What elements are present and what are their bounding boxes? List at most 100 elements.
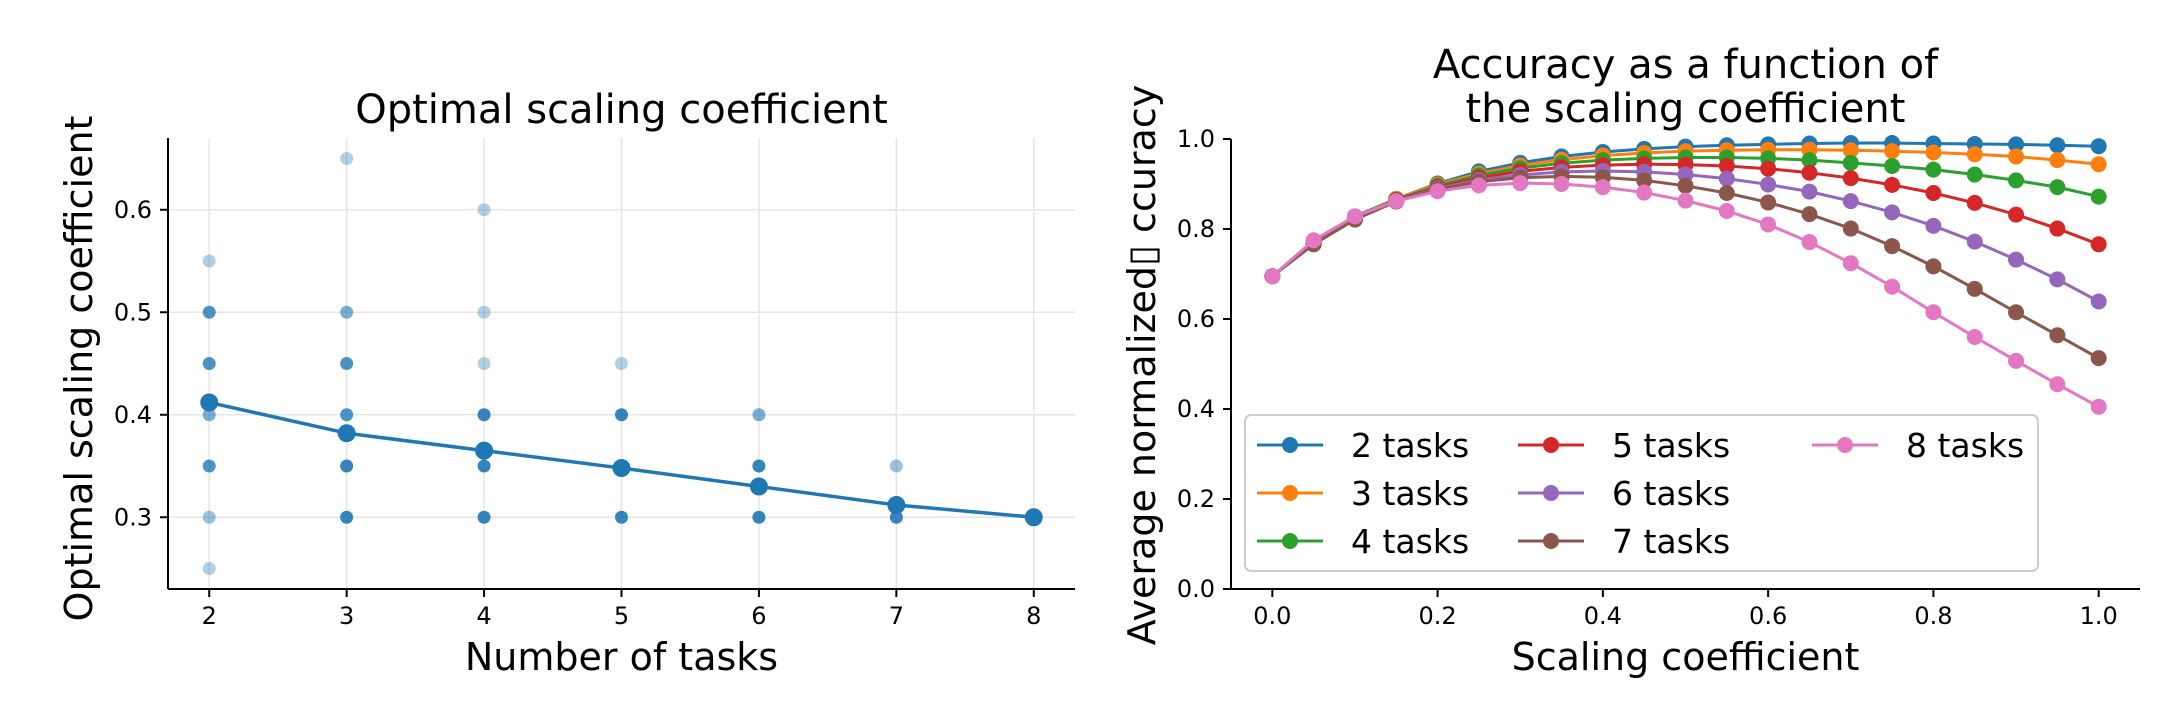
left-chart-title: Optimal scaling coefficient xyxy=(355,87,888,133)
left-y-ticks: 0.3 0.4 0.5 0.6 xyxy=(114,196,168,531)
scatter-point xyxy=(202,562,216,575)
series-marker xyxy=(1966,280,1983,297)
series-marker xyxy=(1760,216,1777,233)
series-marker xyxy=(2008,148,2025,165)
right-y-ticks: 0.0 0.2 0.4 0.6 0.8 1.0 xyxy=(1177,125,1231,603)
scatter-point xyxy=(752,510,766,524)
legend-item: 5 tasks xyxy=(1518,426,1730,465)
series-marker xyxy=(2008,251,2025,268)
series-marker xyxy=(1470,177,1487,194)
series-marker xyxy=(2008,352,2025,369)
left-y-tick-label: 0.6 xyxy=(114,196,152,224)
right-chart-title-line-1: Accuracy as a function of xyxy=(1433,42,1939,88)
left-x-ticks: 2 3 4 5 6 7 8 xyxy=(202,589,1041,630)
legend-frame xyxy=(1244,414,2039,572)
legend-item: 8 tasks xyxy=(1812,426,2024,465)
scatter-point xyxy=(202,357,216,370)
scatter-point xyxy=(615,357,628,370)
left-y-tick-label: 0.5 xyxy=(114,298,152,326)
legend-item: 7 tasks xyxy=(1518,522,1730,561)
series-marker xyxy=(1718,185,1735,201)
series-marker xyxy=(1801,164,1818,181)
series-marker xyxy=(1677,192,1694,209)
legend-swatch-marker xyxy=(1543,485,1559,501)
series-marker xyxy=(2008,206,2025,223)
left-chart-panel: 2 3 4 5 6 7 8 0.3 0.4 0.5 0.6 Optimal scaling coe… xyxy=(57,87,1075,679)
series-marker xyxy=(2008,172,2025,189)
scatter-point xyxy=(202,510,216,524)
left-x-axis-label: Number of tasks xyxy=(465,635,778,679)
legend-label: 6 tasks xyxy=(1612,474,1730,513)
series-marker xyxy=(1966,194,1983,211)
scatter-point xyxy=(889,459,903,473)
right-chart-title-line-2: the scaling coefficient xyxy=(1466,86,1906,132)
series-marker xyxy=(2090,350,2107,367)
series-marker xyxy=(1842,154,1859,171)
series-marker xyxy=(2090,236,2107,253)
series-marker xyxy=(1801,152,1818,169)
series-marker xyxy=(2090,188,2107,205)
left-y-axis-label: Optimal scaling coefficient xyxy=(57,116,101,622)
scatter-point xyxy=(340,510,354,524)
series-marker xyxy=(1884,204,1901,221)
series-marker xyxy=(1925,217,1942,234)
right-x-ticks: 0.0 0.2 0.4 0.6 0.8 1.0 xyxy=(1253,589,2118,630)
series-marker xyxy=(1718,158,1735,174)
scatter-point xyxy=(340,408,354,422)
legend-swatch-marker xyxy=(1282,485,1298,501)
scatter-point xyxy=(615,510,628,524)
series-marker xyxy=(1718,203,1735,219)
series-marker xyxy=(2008,136,2025,153)
series-marker xyxy=(1760,160,1777,177)
right-x-tick-label: 0.4 xyxy=(1584,602,1622,630)
series-marker xyxy=(1594,179,1611,196)
series-marker xyxy=(1842,170,1859,187)
mean-marker xyxy=(337,424,356,443)
series-marker xyxy=(2049,137,2066,154)
mean-marker xyxy=(200,393,219,412)
series-marker xyxy=(1842,220,1859,237)
series-marker xyxy=(1677,166,1694,183)
right-x-tick-label: 0.6 xyxy=(1749,602,1787,630)
series-marker xyxy=(1553,176,1570,192)
scatter-point xyxy=(340,357,354,370)
mean-marker xyxy=(612,459,631,478)
legend-swatch-marker xyxy=(1282,437,1298,453)
right-x-tick-label: 0.0 xyxy=(1253,602,1291,630)
scatter-point xyxy=(752,408,766,422)
right-y-tick-label: 0.8 xyxy=(1177,215,1215,243)
scatter-point xyxy=(340,459,354,473)
left-x-tick-label: 3 xyxy=(339,602,354,630)
scatter-point xyxy=(477,510,491,524)
legend-swatch-marker xyxy=(1543,533,1559,549)
legend-swatch-marker xyxy=(1282,533,1298,549)
series-marker xyxy=(2049,179,2066,196)
scatter-point xyxy=(340,305,354,319)
right-y-tick-label: 0.0 xyxy=(1177,575,1215,603)
series-marker xyxy=(2090,156,2107,173)
series-marker xyxy=(1966,233,1983,250)
legend-label: 3 tasks xyxy=(1351,474,1469,513)
left-y-tick-label: 0.4 xyxy=(114,401,152,429)
series-marker xyxy=(2049,220,2066,237)
scatter-point xyxy=(202,305,216,319)
series-marker xyxy=(1512,175,1529,192)
scatter-point xyxy=(477,203,491,217)
series-marker xyxy=(1884,278,1901,295)
right-chart-panel: 0.0 0.2 0.4 0.6 0.8 1.0 0.0 0.2 0.4 0.6 0.8 1.0 Ac… xyxy=(1120,42,2140,679)
series-marker xyxy=(1264,268,1281,285)
series-marker xyxy=(1760,194,1777,211)
series-marker xyxy=(1388,193,1405,210)
series-marker xyxy=(2090,138,2107,155)
series-marker xyxy=(1842,193,1859,210)
left-y-tick-label: 0.3 xyxy=(114,503,152,531)
legend-swatch-marker xyxy=(1837,437,1853,453)
series-marker xyxy=(1801,206,1818,223)
series-marker xyxy=(2049,271,2066,288)
mean-marker xyxy=(749,477,768,496)
left-x-tick-label: 5 xyxy=(614,602,629,630)
scatter-point xyxy=(202,254,216,268)
series-marker xyxy=(1842,142,1859,159)
series-marker xyxy=(2008,304,2025,321)
scatter-point xyxy=(340,152,354,165)
